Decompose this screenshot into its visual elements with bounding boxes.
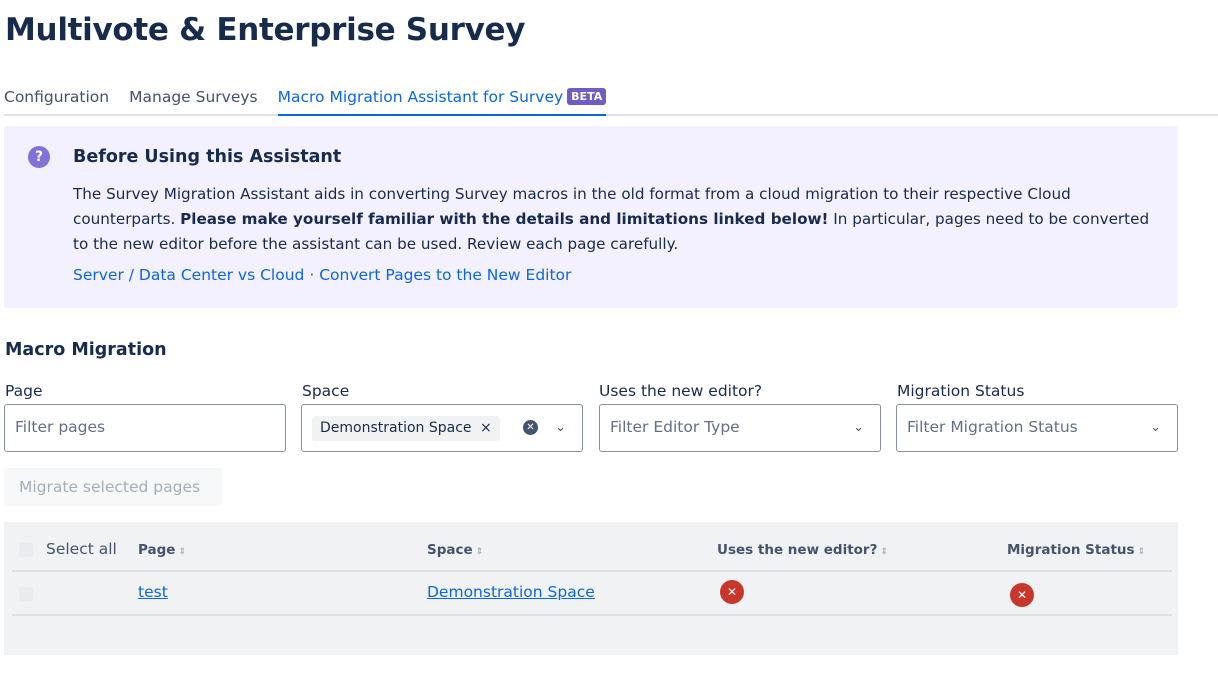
column-header-page[interactable]: Page ⇕	[138, 542, 186, 558]
tab-configuration[interactable]: Configuration	[4, 88, 110, 106]
status-filter-select[interactable]: Filter Migration Status ⌄	[896, 404, 1178, 452]
section-title: Macro Migration	[5, 340, 167, 360]
migrate-selected-button[interactable]: Migrate selected pages	[4, 468, 222, 506]
server-vs-cloud-link[interactable]: Server / Data Center vs Cloud	[73, 266, 305, 284]
tab-label: Macro Migration Assistant for Survey	[277, 88, 564, 106]
info-links: Server / Data Center vs Cloud · Convert …	[73, 266, 571, 284]
header-label: Space	[427, 542, 473, 558]
status-filter-label: Migration Status	[897, 382, 1025, 400]
info-panel: ? Before Using this Assistant The Survey…	[4, 126, 1178, 308]
row-checkbox[interactable]	[19, 587, 33, 601]
editor-filter-select[interactable]: Filter Editor Type ⌄	[599, 404, 881, 452]
chip-remove-icon[interactable]: ×	[479, 420, 492, 436]
info-text-2: In particular, pages need to be converte…	[73, 210, 1150, 253]
column-header-space[interactable]: Space ⇕	[427, 542, 483, 558]
clear-icon[interactable]: ✕	[523, 420, 538, 435]
error-icon: ✕	[720, 580, 744, 604]
convert-pages-link[interactable]: Convert Pages to the New Editor	[319, 266, 572, 284]
page-filter-input[interactable]: Filter pages	[4, 404, 286, 452]
space-chip: Demonstration Space ×	[312, 416, 500, 441]
info-text-1: The Survey Migration Assistant aids in c…	[73, 185, 1071, 228]
page-title: Multivote & Enterprise Survey	[5, 12, 526, 48]
page-filter-label: Page	[5, 382, 43, 400]
row-divider	[12, 614, 1172, 616]
chevron-down-icon[interactable]: ⌄	[853, 420, 864, 435]
sort-icon: ⇕	[472, 547, 484, 557]
sort-icon: ⇕	[1134, 547, 1146, 557]
editor-filter-placeholder: Filter Editor Type	[610, 418, 740, 436]
sort-icon: ⇕	[877, 547, 889, 557]
beta-badge: BETA	[567, 88, 607, 105]
header-label: Page	[138, 542, 176, 558]
sort-icon: ⇕	[175, 547, 187, 557]
column-header-editor[interactable]: Uses the new editor? ⇕	[717, 542, 888, 558]
tabs: Configuration Manage Surveys Macro Migra…	[4, 86, 1218, 116]
select-all-checkbox[interactable]	[19, 543, 33, 557]
info-title: Before Using this Assistant	[73, 147, 342, 167]
tab-manage-surveys[interactable]: Manage Surveys	[129, 88, 258, 106]
tab-macro-migration[interactable]: Macro Migration Assistant for Survey BETA	[277, 86, 607, 116]
editor-filter-label: Uses the new editor?	[599, 382, 763, 400]
chevron-down-icon[interactable]: ⌄	[1150, 420, 1161, 435]
chevron-down-icon[interactable]: ⌄	[555, 420, 566, 435]
separator: ·	[309, 266, 315, 284]
pages-table: Select all Page ⇕ Space ⇕ Uses the new e…	[4, 522, 1178, 655]
column-header-status[interactable]: Migration Status ⇕	[1007, 542, 1145, 558]
header-label: Uses the new editor?	[717, 542, 878, 558]
space-link[interactable]: Demonstration Space	[427, 583, 595, 601]
space-filter-select[interactable]: Demonstration Space × ✕ ⌄	[301, 404, 583, 452]
select-all-label: Select all	[46, 540, 117, 558]
page-link[interactable]: test	[138, 583, 168, 601]
info-text-bold: Please make yourself familiar with the d…	[180, 210, 829, 228]
error-icon: ✕	[1010, 583, 1034, 607]
header-label: Migration Status	[1007, 542, 1135, 558]
space-chip-label: Demonstration Space	[320, 420, 472, 436]
status-filter-placeholder: Filter Migration Status	[907, 418, 1078, 436]
info-text: The Survey Migration Assistant aids in c…	[73, 182, 1163, 257]
question-icon: ?	[28, 146, 50, 168]
header-divider	[12, 570, 1172, 572]
space-filter-label: Space	[302, 382, 350, 400]
